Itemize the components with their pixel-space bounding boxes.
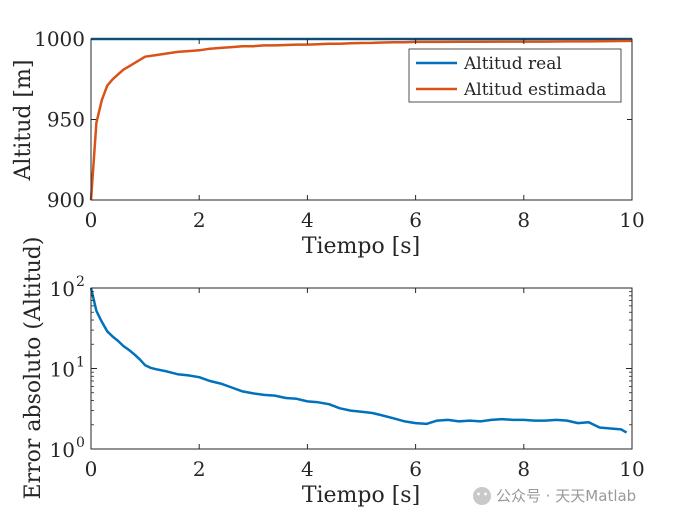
wechat-icon-eye-left (477, 492, 480, 496)
bottom-x-tick-label: 2 (193, 457, 206, 481)
bottom-plot-x-axis-label: Tiempo [s] (302, 483, 420, 508)
top-x-tick-label: 8 (517, 208, 530, 232)
top-x-tick-label: 10 (619, 208, 644, 232)
bottom-x-tick-label: 4 (301, 457, 314, 481)
bottom-x-tick-label: 6 (409, 457, 422, 481)
bottom-x-tick-label: 0 (85, 457, 98, 481)
bottom-y-tick-label: 10 (50, 438, 75, 462)
bottom-y-tick-exponent: 2 (76, 274, 85, 290)
top-y-tick-label: 950 (47, 108, 85, 132)
top-x-tick-label: 0 (85, 208, 98, 232)
top-plot-legend: Altitud real Altitud estimada (408, 48, 622, 103)
bottom-x-tick-label: 10 (619, 457, 644, 481)
bottom-x-tick-label: 8 (517, 457, 530, 481)
top-x-tick-label: 4 (301, 208, 314, 232)
legend-box (408, 48, 622, 103)
top-series-line-1 (89, 39, 633, 201)
bottom-plot-y-axis-label: Error absoluto (Altitud) (21, 237, 46, 500)
top-x-tick-label: 6 (409, 208, 422, 232)
bottom-plot-series-group (89, 287, 628, 434)
top-x-tick-label: 2 (193, 208, 206, 232)
bottom-y-tick-exponent: 1 (76, 355, 85, 371)
bottom-plot-x-ticks: 0 2 4 6 8 10 (85, 288, 645, 481)
top-y-tick-label: 1000 (34, 27, 85, 51)
top-plot-y-axis-label: Altitud [m] (11, 60, 36, 182)
bottom-plot-area (91, 288, 632, 449)
watermark: 公众号 · 天天Matlab (473, 487, 636, 505)
top-plot-y-ticks: 900 950 1000 (34, 27, 632, 212)
bottom-y-tick-label: 10 (50, 358, 75, 382)
top-plot-x-ticks: 0 2 4 6 8 10 (85, 39, 645, 232)
top-altitude-plot: 0 2 4 6 8 10 900 950 1000 Tiempo [s] Altitud [m… (11, 27, 645, 259)
wechat-icon (473, 487, 491, 505)
bottom-series-line-0 (89, 287, 628, 434)
legend-entry-altitud-real: Altitud real (463, 54, 562, 74)
wechat-icon-eye-right (484, 492, 487, 496)
top-plot-x-axis-label: Tiempo [s] (302, 234, 420, 259)
watermark-text: 公众号 · 天天Matlab (496, 487, 636, 505)
legend-entry-altitud-estimada: Altitud estimada (463, 80, 606, 100)
top-y-tick-label: 900 (47, 188, 85, 212)
bottom-y-tick-exponent: 0 (76, 435, 85, 451)
bottom-y-tick-label: 10 (50, 277, 75, 301)
